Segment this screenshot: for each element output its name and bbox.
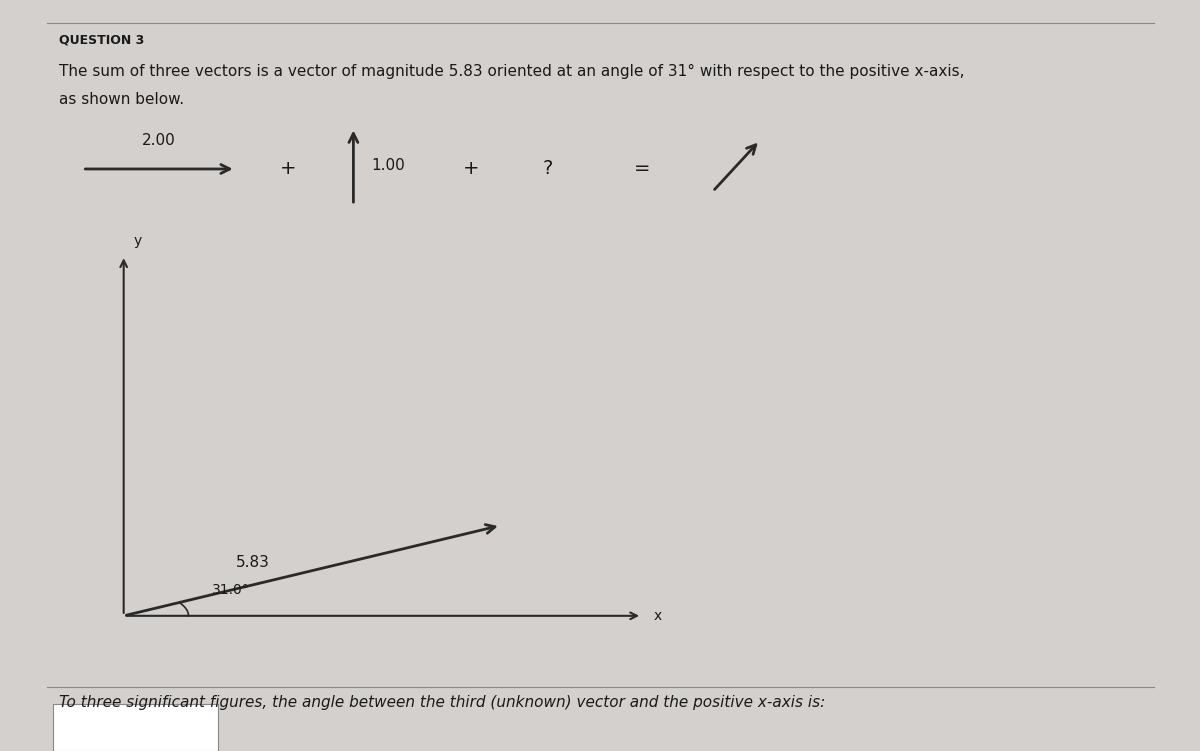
Text: ?: ?	[542, 159, 553, 179]
Text: QUESTION 3: QUESTION 3	[59, 34, 144, 47]
Text: +: +	[463, 159, 480, 179]
Text: as shown below.: as shown below.	[59, 92, 184, 107]
Text: =: =	[634, 159, 650, 179]
Text: 2.00: 2.00	[142, 133, 176, 148]
Text: 5.83: 5.83	[236, 555, 270, 570]
Text: The sum of three vectors is a vector of magnitude 5.83 oriented at an angle of 3: The sum of three vectors is a vector of …	[59, 64, 965, 79]
FancyBboxPatch shape	[53, 704, 218, 751]
Text: 31.0°: 31.0°	[212, 583, 250, 597]
Text: +: +	[281, 159, 296, 179]
Text: x: x	[654, 609, 662, 623]
Text: 1.00: 1.00	[371, 158, 404, 173]
Text: To three significant figures, the angle between the third (unknown) vector and t: To three significant figures, the angle …	[59, 695, 826, 710]
Text: y: y	[133, 234, 142, 248]
